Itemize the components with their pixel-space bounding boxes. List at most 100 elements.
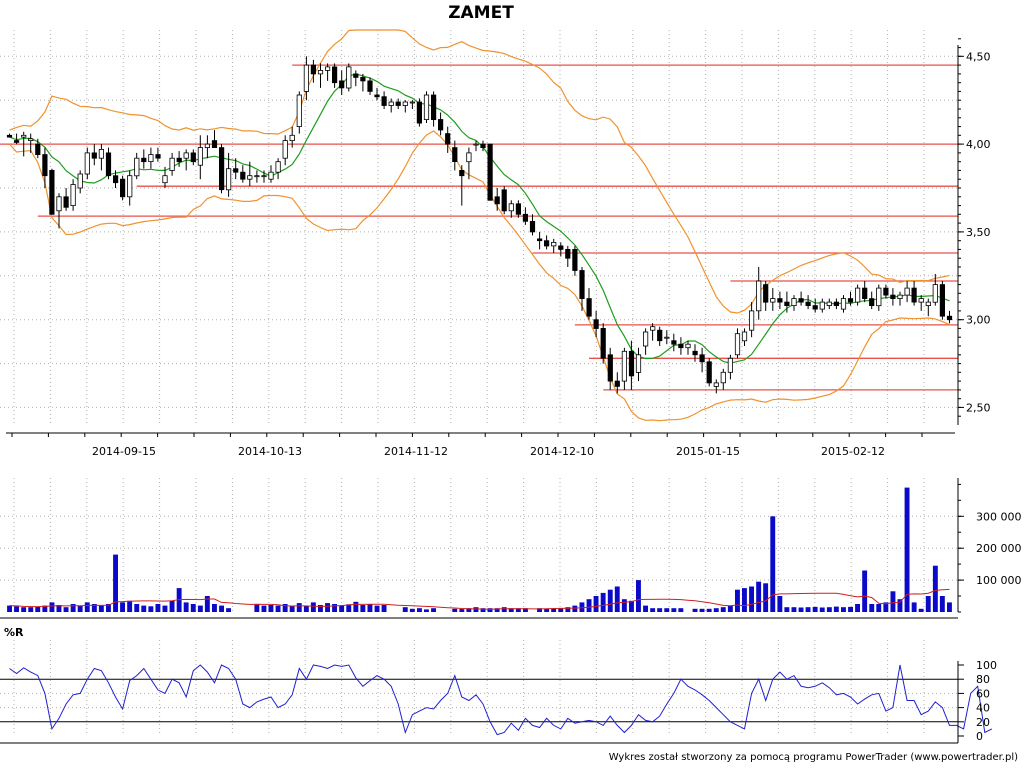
- candle-body: [706, 361, 712, 384]
- volume-bar: [466, 608, 472, 612]
- candle-body: [487, 143, 493, 201]
- volume-bar: [212, 604, 217, 612]
- volume-bar: [296, 603, 302, 612]
- candle-body: [459, 169, 465, 177]
- volume-bar: [148, 606, 154, 612]
- volume-bar: [21, 607, 27, 612]
- candle-body: [268, 171, 274, 180]
- volume-bar: [480, 608, 486, 612]
- volume-bar: [162, 605, 168, 612]
- candle-body: [63, 196, 69, 208]
- wr-tick-label: 20: [976, 716, 990, 729]
- chart-title: ZAMET: [448, 3, 514, 23]
- volume-bar: [805, 607, 811, 612]
- volume-bar: [607, 589, 613, 612]
- candle-body: [437, 119, 444, 131]
- volume-bar: [374, 605, 380, 612]
- volume-bar: [826, 607, 832, 612]
- volume-bar: [713, 608, 719, 612]
- candle-body: [826, 301, 832, 307]
- volume-bar: [876, 604, 882, 612]
- volume-bar: [339, 605, 345, 612]
- candle-body: [35, 143, 41, 156]
- candle-body: [763, 284, 769, 303]
- volume-bar: [572, 605, 578, 612]
- candle-body: [904, 287, 910, 296]
- volume-bar: [346, 604, 352, 612]
- candle-body: [176, 157, 182, 163]
- candle-body: [847, 298, 854, 303]
- candle-body: [49, 169, 55, 215]
- volume-bar: [261, 605, 267, 612]
- candle-body: [770, 298, 776, 303]
- candle-body: [430, 94, 437, 121]
- candle-body: [13, 140, 20, 143]
- x-tick-label: 2015-02-12: [821, 445, 885, 458]
- candle-body: [395, 101, 401, 106]
- volume-bar: [219, 605, 224, 612]
- candle-body: [473, 143, 479, 146]
- volume-bar: [699, 608, 705, 612]
- volume-bar: [819, 607, 825, 612]
- candle-body: [749, 310, 755, 331]
- price-tick-label: 3,00: [966, 314, 991, 327]
- volume-bar: [494, 608, 500, 612]
- candle-body: [77, 173, 83, 189]
- candle-body: [211, 140, 218, 149]
- candle-body: [812, 305, 818, 310]
- price-tick-label: 2,50: [966, 401, 991, 414]
- volume-bar: [932, 565, 938, 612]
- candle-body: [890, 294, 896, 300]
- candle-body: [756, 280, 762, 312]
- candle-body: [218, 147, 225, 191]
- candle-body: [402, 101, 408, 106]
- volume-bar: [7, 605, 12, 612]
- volume-bar: [452, 608, 458, 612]
- candle-body: [784, 301, 790, 307]
- candle-body: [565, 248, 571, 259]
- candle-body: [515, 203, 522, 215]
- volume-bar: [579, 602, 585, 612]
- volume-bar: [289, 605, 295, 612]
- volume-bar: [614, 586, 620, 612]
- candle-body: [56, 196, 62, 212]
- candle-body: [162, 175, 168, 184]
- volume-bar: [558, 608, 564, 612]
- candle-body: [28, 138, 34, 142]
- candle-body: [296, 94, 302, 128]
- volume-bar: [565, 607, 571, 612]
- wr-tick-label: 0: [976, 730, 983, 743]
- bollinger-upper: [9, 29, 950, 314]
- volume-bar: [459, 609, 465, 612]
- candle-body: [558, 245, 564, 250]
- candle-body: [409, 101, 416, 104]
- candle-body: [607, 354, 613, 382]
- candle-body: [21, 134, 27, 138]
- volume-bar: [120, 602, 125, 612]
- volume-bar: [523, 608, 528, 612]
- candle-body: [692, 350, 698, 356]
- volume-bar: [883, 602, 889, 612]
- candle-body: [635, 354, 642, 373]
- volume-bar: [692, 608, 698, 612]
- candle-body: [346, 66, 352, 89]
- wr-tick-label: 60: [976, 687, 990, 700]
- wr-label: %R: [4, 626, 24, 639]
- volume-bar: [593, 596, 599, 612]
- volume-bar: [49, 602, 55, 612]
- candle-body: [614, 380, 620, 387]
- candle-body: [685, 343, 691, 349]
- candle-body: [946, 315, 953, 321]
- candle-body: [127, 175, 133, 198]
- volume-bar: [720, 607, 726, 612]
- volume-bar: [551, 608, 557, 612]
- candle-body: [42, 154, 48, 177]
- candle-body: [303, 64, 310, 92]
- volume-bar: [855, 604, 860, 612]
- volume-bar: [169, 600, 175, 612]
- candle-body: [261, 175, 267, 178]
- volume-bar: [763, 583, 769, 612]
- volume-bar: [586, 599, 592, 612]
- candle-body: [713, 382, 719, 387]
